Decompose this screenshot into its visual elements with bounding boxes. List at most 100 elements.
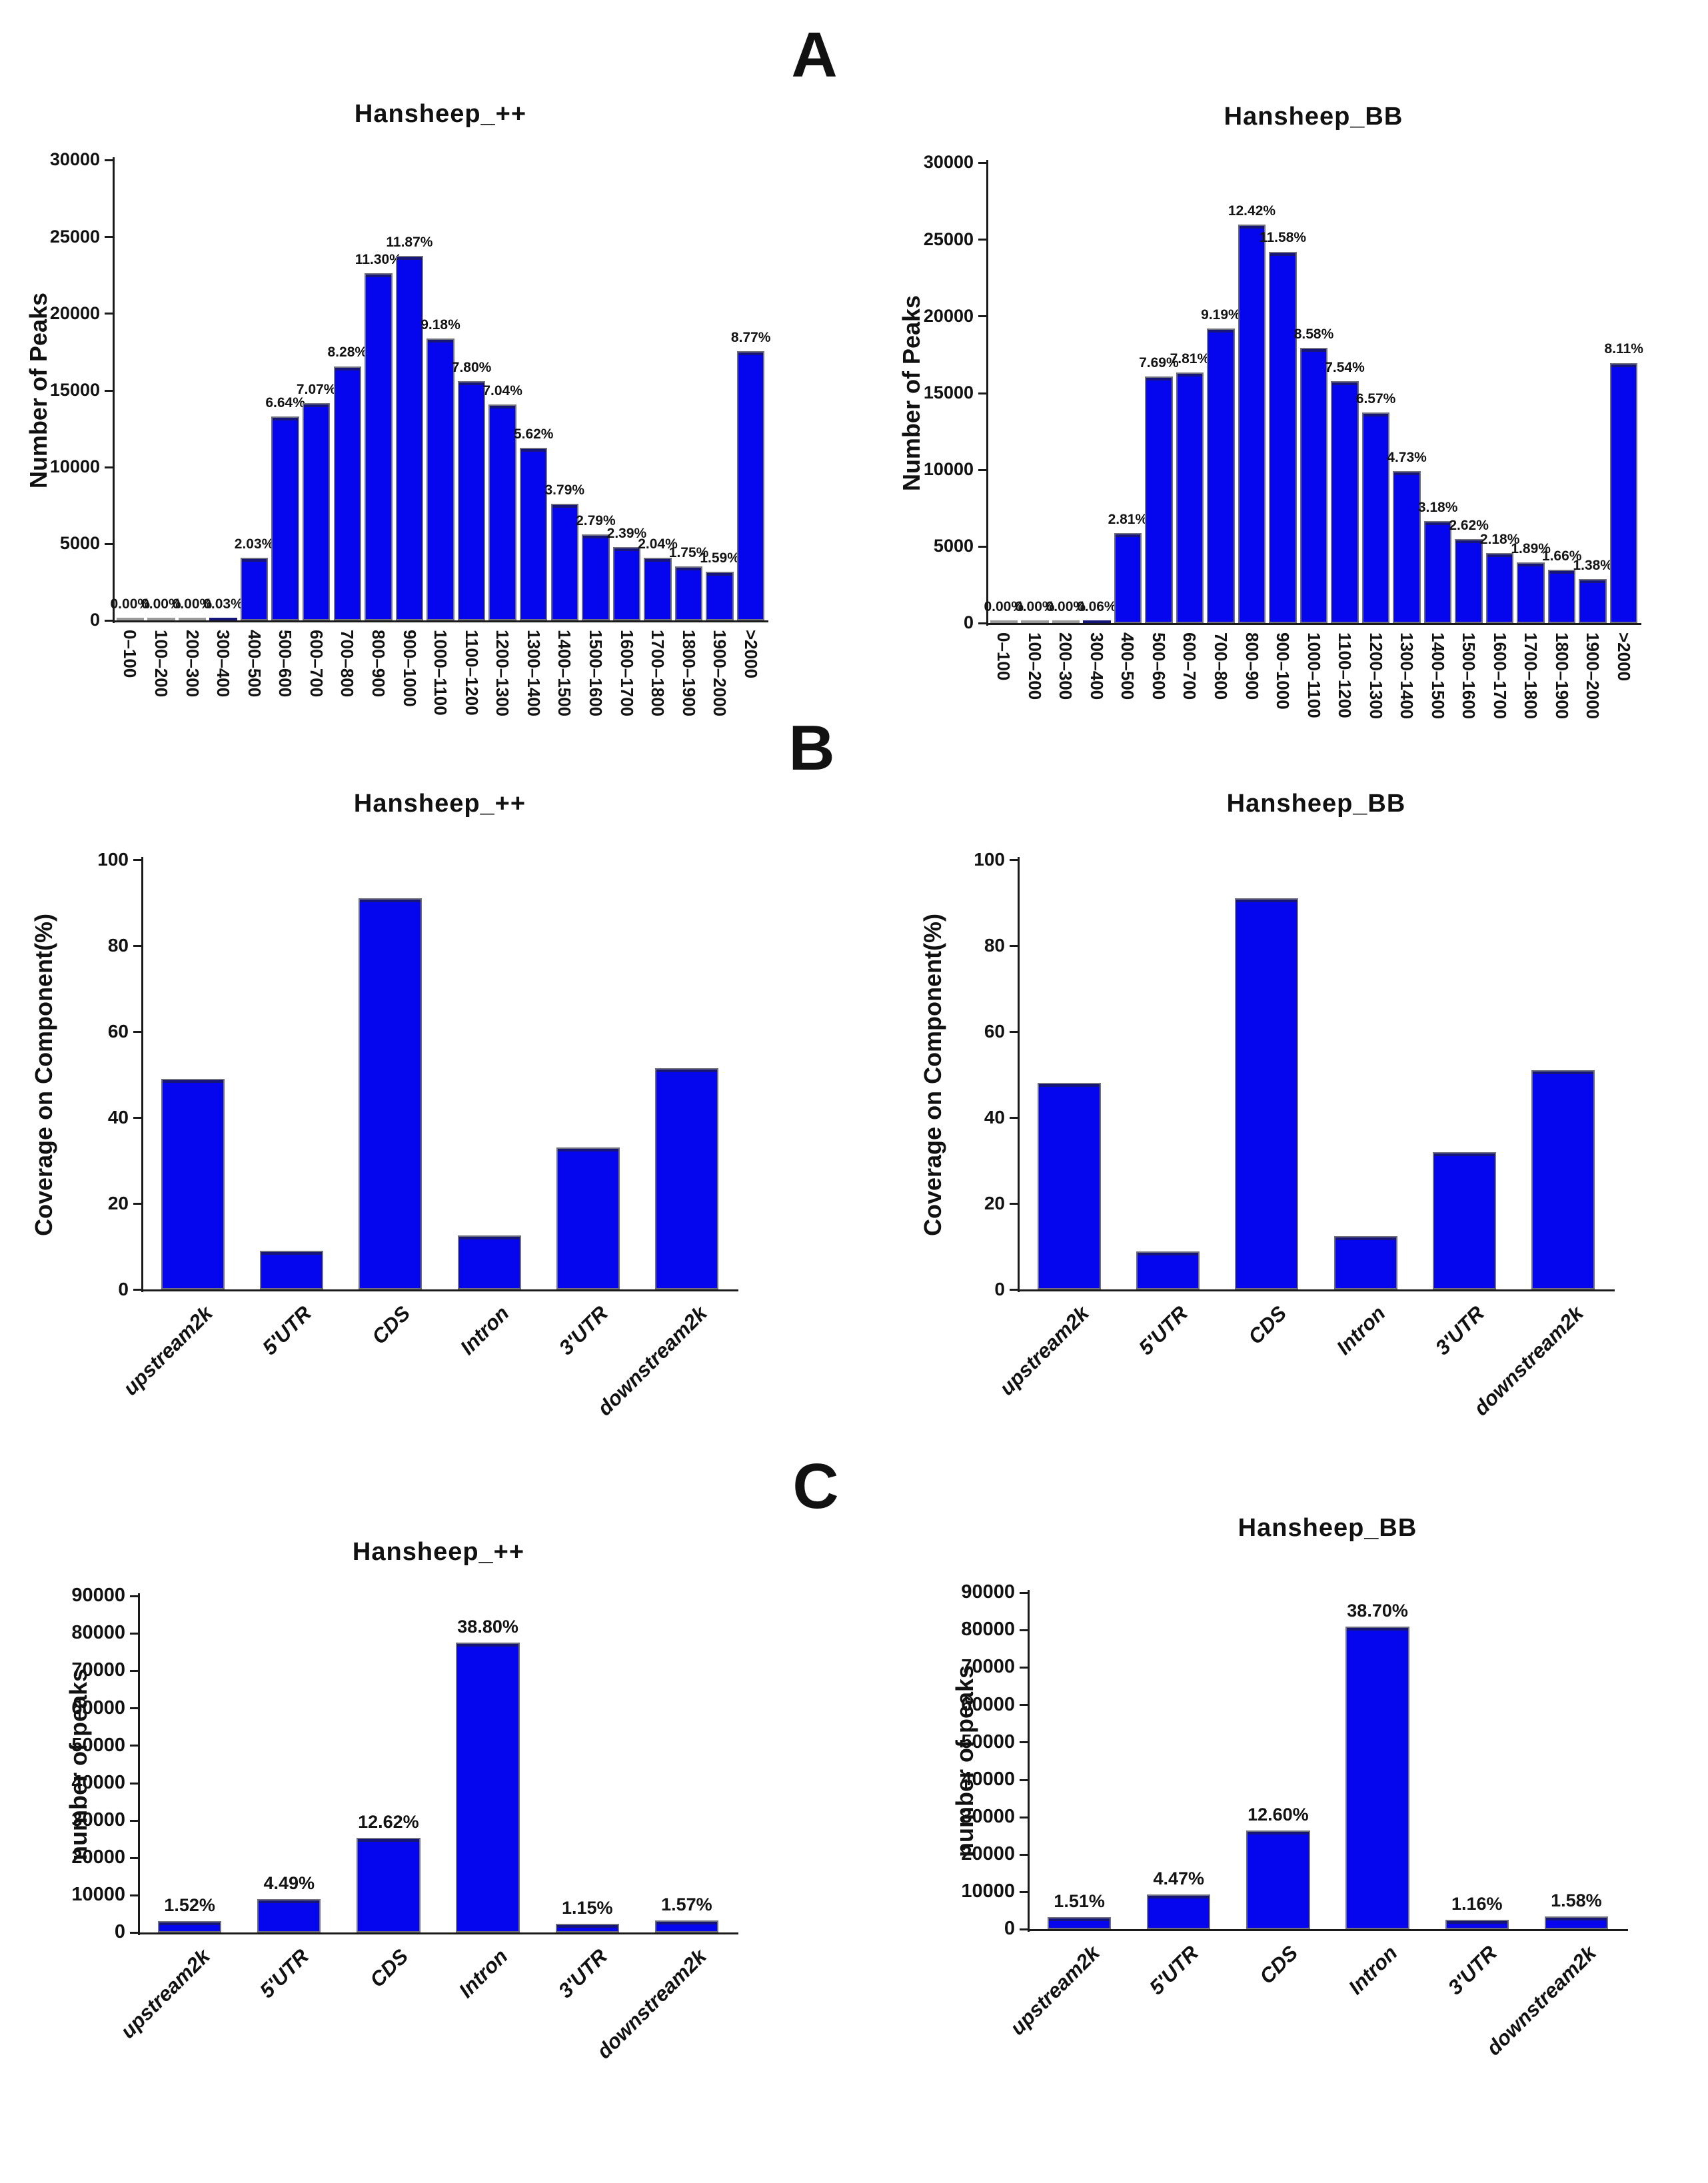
y-axis-tick-label: 90000: [71, 1585, 125, 1607]
bar: [1052, 620, 1080, 623]
chart-title: Hansheep_BB: [1238, 1514, 1417, 1542]
bar: [674, 566, 703, 620]
y-axis-tick: [978, 392, 987, 394]
y-axis-tick: [1010, 1031, 1018, 1033]
bar-percent-label: 12.42%: [1228, 203, 1276, 219]
y-axis-tick: [978, 468, 987, 471]
bar-percent-label: 2.79%: [576, 513, 616, 529]
bar: [1047, 1917, 1112, 1929]
y-axis-tick: [133, 945, 142, 947]
section-label-a: A: [791, 19, 838, 91]
y-axis-tick-label: 5000: [59, 533, 100, 554]
y-axis-tick-label: 0: [1004, 1918, 1015, 1940]
y-axis-tick: [130, 1932, 139, 1934]
bar-percent-label: 11.58%: [1259, 230, 1307, 246]
bar-percent-label: 3.79%: [544, 482, 585, 498]
y-axis-tick-label: 30000: [49, 149, 100, 170]
y-axis-tick: [978, 315, 987, 318]
section-label-c: C: [792, 1451, 839, 1522]
bar: [457, 380, 486, 620]
y-axis-tick-label: 0: [963, 612, 974, 633]
y-axis-tick-label: 50000: [961, 1731, 1015, 1753]
x-axis-line: [138, 1932, 738, 1934]
y-axis-tick: [133, 1117, 142, 1119]
section-label-b: B: [788, 712, 835, 784]
y-axis-tick-label: 80: [107, 934, 129, 956]
bar-percent-label: 7.80%: [451, 359, 492, 375]
bar-percent-label: 1.38%: [1573, 557, 1613, 573]
bar: [357, 1838, 421, 1932]
x-axis-line: [1018, 1289, 1615, 1291]
y-axis-line: [1018, 857, 1020, 1292]
bar-percent-label: 1.16%: [1451, 1894, 1503, 1914]
y-axis-tick: [130, 1819, 139, 1822]
y-axis-tick: [105, 313, 113, 315]
x-category-label: 3'UTR: [1443, 1941, 1501, 2000]
y-axis-tick: [978, 239, 987, 241]
bar-percent-label: 4.47%: [1153, 1868, 1205, 1888]
bar: [1235, 898, 1299, 1289]
bar-percent-label: 5.62%: [513, 426, 554, 442]
bar: [555, 1924, 619, 1932]
y-axis-tick-label: 20000: [49, 303, 100, 323]
bar-percent-label: 4.49%: [263, 1872, 315, 1893]
y-axis-tick-label: 0: [994, 1278, 1005, 1299]
bar-percent-label: 9.18%: [421, 317, 460, 333]
y-axis-tick: [105, 542, 113, 545]
bar: [1147, 1894, 1211, 1929]
bar: [161, 1078, 225, 1289]
bar-percent-label: 0.00%: [984, 598, 1024, 614]
bar: [209, 618, 237, 620]
bar-percent-label: 0.03%: [203, 596, 243, 612]
y-axis-tick: [105, 620, 113, 622]
bar-percent-label: 1.89%: [1511, 540, 1551, 556]
chart-title: Hansheep_BB: [1224, 103, 1403, 131]
y-axis-tick: [130, 1856, 139, 1859]
bar: [1445, 1920, 1509, 1929]
bar: [488, 404, 516, 620]
bar-percent-label: 8.58%: [1293, 326, 1334, 342]
bar: [1544, 1916, 1609, 1929]
y-axis-tick: [978, 622, 987, 624]
y-axis-tick-label: 80000: [71, 1622, 125, 1644]
y-axis-tick: [1020, 1890, 1028, 1893]
y-axis-line: [141, 857, 143, 1292]
bar-percent-label: 2.81%: [1108, 511, 1148, 527]
y-axis-tick-label: 70000: [961, 1656, 1015, 1678]
y-axis-tick-label: 15000: [49, 379, 100, 400]
bar: [1114, 532, 1142, 623]
x-axis-line: [986, 623, 1641, 625]
bar-percent-label: 8.77%: [730, 329, 771, 345]
y-axis-tick-label: 20000: [923, 305, 974, 326]
bar: [333, 366, 362, 620]
bar-percent-label: 6.64%: [265, 394, 305, 410]
chart-title: Hansheep_++: [354, 100, 527, 128]
chart-title: Hansheep_++: [352, 1538, 525, 1566]
bar-percent-label: 0.00%: [172, 596, 213, 612]
y-axis-tick-label: 100: [97, 848, 129, 870]
bar-percent-label: 2.04%: [638, 536, 678, 552]
bar: [1269, 251, 1297, 623]
bar-percent-label: 0.00%: [141, 596, 181, 612]
y-axis-line: [1028, 1590, 1030, 1932]
bar: [1333, 1236, 1397, 1289]
y-axis-tick-label: 80000: [961, 1619, 1015, 1641]
bar: [271, 416, 299, 620]
y-axis-tick: [130, 1707, 139, 1710]
bar: [240, 558, 269, 620]
x-category-label: Intron: [1344, 1941, 1402, 1999]
bar-percent-label: 2.03%: [234, 536, 275, 552]
y-axis-line: [113, 157, 115, 623]
y-axis-tick: [130, 1894, 139, 1896]
y-axis-tick-label: 80: [984, 934, 1005, 956]
y-axis-tick-label: 20000: [71, 1846, 125, 1868]
bar: [178, 618, 207, 620]
y-axis-tick: [1010, 1289, 1018, 1291]
bar: [1136, 1251, 1200, 1289]
y-axis-tick-label: 10000: [71, 1884, 125, 1906]
y-axis-tick-label: 60000: [71, 1697, 125, 1719]
bar: [1361, 412, 1390, 623]
y-axis-tick: [133, 1289, 142, 1291]
